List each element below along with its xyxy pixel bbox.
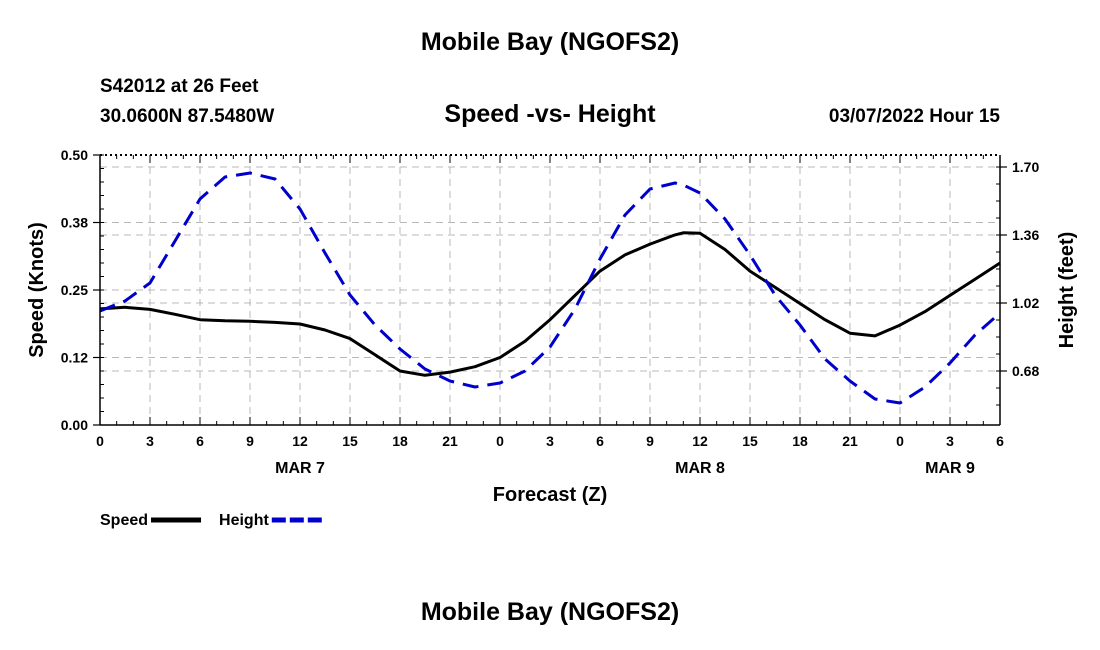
- y-right-tick-label: 0.68: [1012, 363, 1039, 379]
- x-tick-label: 15: [342, 433, 358, 449]
- station-label: S42012 at 26 Feet: [100, 76, 259, 97]
- chart-main-title: Mobile Bay (NGOFS2): [420, 28, 680, 56]
- y-left-tick-label: 0.38: [61, 215, 88, 231]
- series-line-speed: [99, 231, 1001, 377]
- y-left-tick-label: 0.25: [61, 282, 88, 298]
- date-label: MAR 9: [925, 460, 975, 477]
- x-tick-label: 21: [842, 433, 858, 449]
- x-tick-label: 3: [546, 433, 554, 449]
- y-left-tick-label: 0.12: [61, 350, 88, 366]
- series-lines: [99, 171, 1001, 405]
- x-tick-label: 18: [792, 433, 808, 449]
- y-right-tick-label: 1.70: [1012, 159, 1039, 175]
- legend-label-height: Height: [219, 512, 269, 529]
- legend-label-speed: Speed: [100, 512, 148, 529]
- x-tick-label: 18: [392, 433, 408, 449]
- x-axis-title: Forecast (Z): [493, 484, 607, 506]
- grid-lines: [100, 155, 1000, 425]
- coordinates-label: 30.0600N 87.5480W: [100, 106, 275, 127]
- x-tick-label: 15: [742, 433, 758, 449]
- x-tick-label: 3: [946, 433, 954, 449]
- x-tick-label: 9: [246, 433, 254, 449]
- x-tick-label: 0: [96, 433, 104, 449]
- bottom-title: Mobile Bay (NGOFS2): [420, 598, 680, 626]
- y-left-tick-label: 0.50: [61, 147, 88, 163]
- axis-ticks: [93, 154, 1007, 426]
- x-tick-label: 0: [896, 433, 904, 449]
- forecast-datetime: 03/07/2022 Hour 15: [828, 106, 1000, 127]
- x-tick-label: 6: [196, 433, 204, 449]
- legend: Speed Height: [100, 512, 322, 529]
- x-tick-label: 0: [496, 433, 504, 449]
- chart-subtitle: Speed -vs- Height: [444, 100, 656, 128]
- y-right-axis-title: Height (feet): [1056, 232, 1078, 349]
- x-tick-label: 9: [646, 433, 654, 449]
- date-label: MAR 7: [275, 460, 325, 477]
- axis-labels: 0 3 6 9 12 15 18 21 0 3 6 9 12 15 18 21 0 3 6 0.00 0.12 0.25 0…: [26, 147, 1078, 506]
- y-right-tick-label: 1.36: [1012, 227, 1039, 243]
- series-line-height: [99, 171, 1001, 405]
- x-tick-label: 12: [292, 433, 308, 449]
- x-tick-label: 21: [442, 433, 458, 449]
- x-tick-label: 12: [692, 433, 708, 449]
- date-label: MAR 8: [675, 460, 725, 477]
- y-left-axis-title: Speed (Knots): [26, 222, 48, 358]
- x-tick-label: 6: [996, 433, 1004, 449]
- x-tick-label: 3: [146, 433, 154, 449]
- x-tick-label: 6: [596, 433, 604, 449]
- y-right-tick-label: 1.02: [1012, 295, 1039, 311]
- y-left-tick-label: 0.00: [61, 417, 88, 433]
